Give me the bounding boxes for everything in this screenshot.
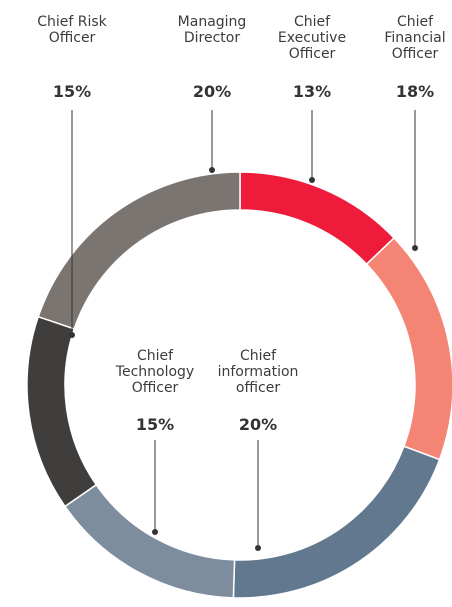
donut-segment — [239, 171, 396, 266]
category-label: Managing Director — [177, 14, 247, 46]
leader-dot — [69, 332, 75, 338]
value-label: 15% — [52, 82, 92, 101]
leader-dot — [412, 245, 418, 251]
category-label: Chief Executive Officer — [277, 14, 347, 62]
donut-segment — [26, 315, 98, 508]
value-label: 20% — [238, 415, 278, 434]
leader-dot — [152, 529, 158, 535]
category-label: Chief Financial Officer — [384, 14, 446, 62]
donut-segment — [365, 236, 452, 461]
leader-dot — [309, 177, 315, 183]
value-label: 15% — [135, 415, 175, 434]
value-label: 13% — [292, 82, 332, 101]
value-label: 18% — [395, 82, 435, 101]
category-label: Chief Technology Officer — [115, 348, 195, 396]
donut-segment — [63, 483, 236, 599]
donut-segment — [232, 445, 441, 599]
category-label: Chief information officer — [217, 348, 299, 396]
category-label: Chief Risk Officer — [37, 14, 107, 46]
leader-dot — [209, 167, 215, 173]
leader-dot — [255, 545, 261, 551]
donut-segment — [37, 171, 241, 330]
value-label: 20% — [192, 82, 232, 101]
